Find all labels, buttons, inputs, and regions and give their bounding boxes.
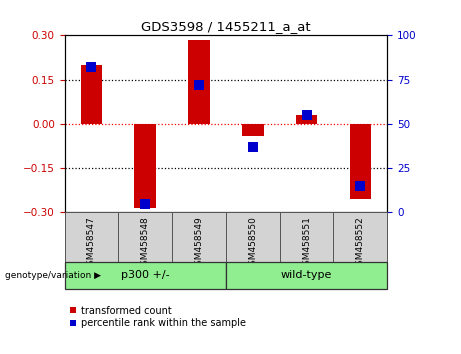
Bar [333,212,387,262]
Text: GSM458547: GSM458547 [87,216,96,271]
Bar [81,65,102,124]
Text: p300 +/-: p300 +/- [121,270,170,280]
Text: genotype/variation ▶: genotype/variation ▶ [5,271,100,280]
Bar [349,124,371,199]
Text: GSM458550: GSM458550 [248,216,257,271]
Text: GSM458548: GSM458548 [141,216,150,271]
Bar [65,212,118,262]
Text: GSM458549: GSM458549 [195,216,203,271]
Bar [188,40,210,124]
Text: GSM458552: GSM458552 [356,216,365,271]
Bar [296,115,317,124]
Bar [226,262,387,289]
Bar [118,212,172,262]
Title: GDS3598 / 1455211_a_at: GDS3598 / 1455211_a_at [141,20,311,33]
Bar [65,262,226,289]
Bar [135,124,156,208]
Bar [226,212,280,262]
Bar [280,212,333,262]
Bar [242,124,264,136]
Legend: transformed count, percentile rank within the sample: transformed count, percentile rank withi… [70,306,246,328]
Text: GSM458551: GSM458551 [302,216,311,271]
Bar [172,212,226,262]
Text: wild-type: wild-type [281,270,332,280]
